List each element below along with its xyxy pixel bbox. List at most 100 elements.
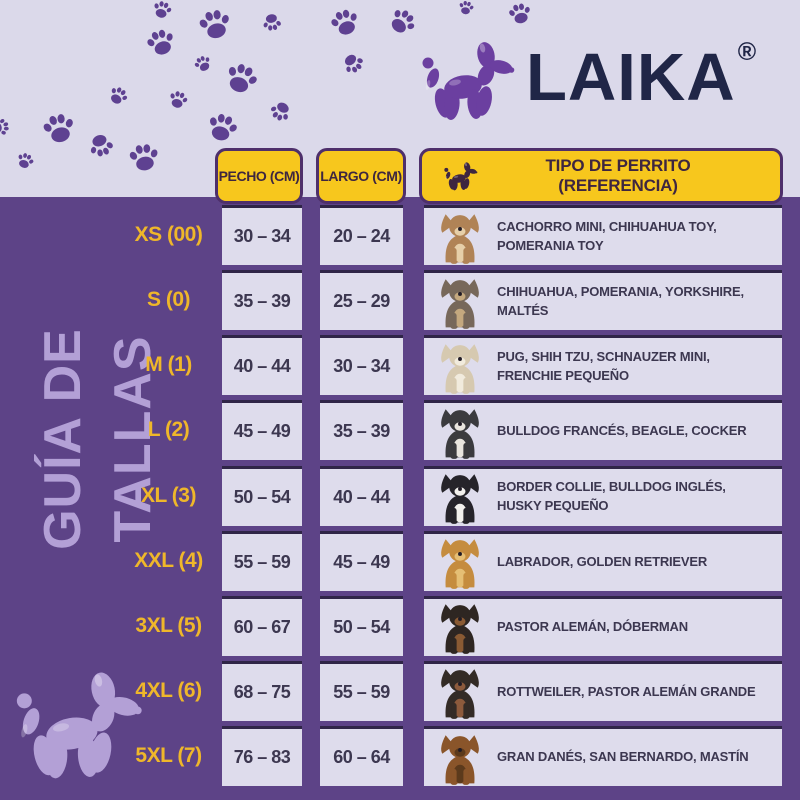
breed-list: CACHORRO MINI, CHIHUAHUA TOY, POMERANIA …	[497, 218, 717, 253]
chest-range-value: 55 – 59	[233, 551, 291, 572]
chest-range-value: 50 – 54	[233, 486, 291, 507]
length-range-cell: 30 – 34	[320, 335, 403, 396]
breed-reference-cell: PASTOR ALEMÁN, DÓBERMAN	[424, 595, 782, 656]
chest-range-cell: 60 – 67	[222, 595, 302, 656]
yorkshire-photo	[431, 275, 489, 329]
table-row: L (2) 45 – 49 35 – 39 BULLDOG FRANCÉS, B…	[0, 400, 800, 461]
table-row: S (0) 35 – 39 25 – 29 CHIHUAHUA, POMERAN…	[0, 270, 800, 331]
paw-print-icon	[125, 139, 162, 176]
length-range-value: 25 – 29	[333, 291, 390, 312]
length-range-cell: 20 – 24	[320, 205, 403, 265]
breed-list: PUG, SHIH TZU, SCHNAUZER MINI, FRENCHIE …	[497, 348, 710, 383]
size-table: XS (00) 30 – 34 20 – 24 CACHORRO MINI, C…	[0, 205, 800, 786]
size-label: XL (3)	[141, 483, 196, 507]
table-row: XS (00) 30 – 34 20 – 24 CACHORRO MINI, C…	[0, 205, 800, 265]
size-label: XS (00)	[134, 223, 203, 246]
chest-range-cell: 68 – 75	[222, 660, 302, 721]
paw-print-icon	[202, 108, 241, 147]
column-header-length: LARGO (CM)	[316, 148, 406, 204]
breed-list: PASTOR ALEMÁN, DÓBERMAN	[497, 618, 688, 634]
brand-wordmark: LAIKA	[526, 40, 736, 115]
registered-trademark-symbol: ®	[737, 38, 757, 66]
paw-print-icon	[84, 128, 117, 161]
column-header-breed-reference-label: TIPO DE PERRITO (REFERENCIA)	[545, 156, 691, 195]
paw-print-icon	[0, 117, 11, 138]
length-range-cell: 40 – 44	[320, 465, 403, 526]
paw-print-icon	[457, 0, 476, 17]
size-label: 5XL (7)	[135, 744, 202, 767]
length-range-cell: 50 – 54	[320, 595, 403, 656]
table-row: M (1) 40 – 44 30 – 34 PUG, SHIH TZU, SCH…	[0, 335, 800, 396]
length-range-value: 55 – 59	[333, 681, 390, 702]
length-range-cell: 60 – 64	[320, 726, 403, 786]
table-row: XXL (4) 55 – 59 45 – 49 LABRADOR, GOLDEN…	[0, 530, 800, 591]
breed-list: BORDER COLLIE, BULLDOG INGLÉS, HUSKY PEQ…	[497, 479, 726, 513]
brand-logo: LAIKA ®	[416, 36, 756, 124]
length-range-value: 30 – 34	[333, 356, 390, 377]
breed-reference-cell: LABRADOR, GOLDEN RETRIEVER	[424, 530, 782, 591]
breed-list: GRAN DANÉS, SAN BERNARDO, MASTÍN	[497, 749, 749, 765]
size-label: S (0)	[146, 288, 191, 312]
chest-range-cell: 30 – 34	[222, 205, 302, 265]
length-range-value: 45 – 49	[333, 551, 390, 572]
paw-print-icon	[191, 52, 216, 77]
chest-range-value: 30 – 34	[233, 226, 291, 246]
length-range-value: 40 – 44	[333, 486, 390, 507]
golden-retriever-photo	[431, 535, 489, 589]
size-label: 4XL (6)	[135, 678, 202, 702]
paw-print-icon	[266, 96, 296, 126]
table-row: 4XL (6) 68 – 75 55 – 59 ROTTWEILER, PAST…	[0, 660, 800, 721]
chest-range-value: 76 – 83	[233, 747, 291, 767]
table-row: XL (3) 50 – 54 40 – 44 BORDER COLLIE, BU…	[0, 465, 800, 526]
rottweiler-photo	[431, 665, 489, 719]
column-header-chest-label: PECHO (CM)	[218, 168, 300, 184]
chest-range-value: 45 – 49	[233, 421, 291, 442]
paw-print-icon	[38, 108, 80, 150]
mastiff-photo	[431, 731, 489, 785]
paw-print-icon	[505, 0, 534, 29]
breed-reference-cell: GRAN DANÉS, SAN BERNARDO, MASTÍN	[424, 726, 782, 786]
length-range-value: 35 – 39	[333, 421, 390, 442]
balloon-dog-icon	[442, 160, 478, 192]
length-range-value: 20 – 24	[333, 226, 390, 246]
paw-print-icon	[326, 4, 364, 42]
column-header-breed-reference: TIPO DE PERRITO (REFERENCIA)	[419, 148, 783, 204]
size-label: L (2)	[147, 418, 190, 442]
breed-list: CHIHUAHUA, POMERANIA, YORKSHIRE, MALTÉS	[497, 283, 744, 318]
chest-range-cell: 40 – 44	[222, 335, 302, 396]
chest-range-cell: 55 – 59	[222, 530, 302, 591]
breed-reference-cell: BORDER COLLIE, BULLDOG INGLÉS, HUSKY PEQ…	[424, 465, 782, 526]
chest-range-cell: 50 – 54	[222, 465, 302, 526]
breed-reference-cell: PUG, SHIH TZU, SCHNAUZER MINI, FRENCHIE …	[424, 335, 782, 396]
chest-range-cell: 45 – 49	[222, 400, 302, 461]
chest-range-cell: 35 – 39	[222, 270, 302, 331]
length-range-cell: 55 – 59	[320, 660, 403, 721]
length-range-cell: 25 – 29	[320, 270, 403, 331]
breed-reference-cell: CHIHUAHUA, POMERANIA, YORKSHIRE, MALTÉS	[424, 270, 782, 331]
breed-list: BULLDOG FRANCÉS, BEAGLE, COCKER	[497, 423, 747, 439]
size-label: 3XL (5)	[135, 613, 202, 637]
paw-print-icon	[338, 48, 369, 79]
chest-range-value: 68 – 75	[233, 681, 291, 702]
paw-print-icon	[219, 57, 263, 101]
shih-tzu-photo	[431, 340, 489, 394]
chest-range-cell: 76 – 83	[222, 726, 302, 786]
size-label: M (1)	[145, 353, 192, 377]
breed-reference-cell: BULLDOG FRANCÉS, BEAGLE, COCKER	[424, 400, 782, 461]
length-range-cell: 45 – 49	[320, 530, 403, 591]
chest-range-value: 40 – 44	[233, 356, 291, 377]
breed-reference-cell: CACHORRO MINI, CHIHUAHUA TOY, POMERANIA …	[424, 205, 782, 265]
paw-print-icon	[166, 88, 190, 112]
doberman-photo	[431, 600, 489, 654]
chihuahua-photo	[431, 210, 489, 264]
paw-print-icon	[260, 10, 283, 33]
balloon-dog-icon	[416, 36, 516, 124]
paw-print-icon	[142, 24, 180, 62]
chest-range-value: 60 – 67	[233, 616, 291, 637]
paw-print-icon	[194, 4, 236, 46]
column-header-chest: PECHO (CM)	[215, 148, 303, 204]
border-collie-photo	[431, 470, 489, 524]
french-bulldog-photo	[431, 405, 489, 459]
size-label: XXL (4)	[134, 548, 203, 572]
